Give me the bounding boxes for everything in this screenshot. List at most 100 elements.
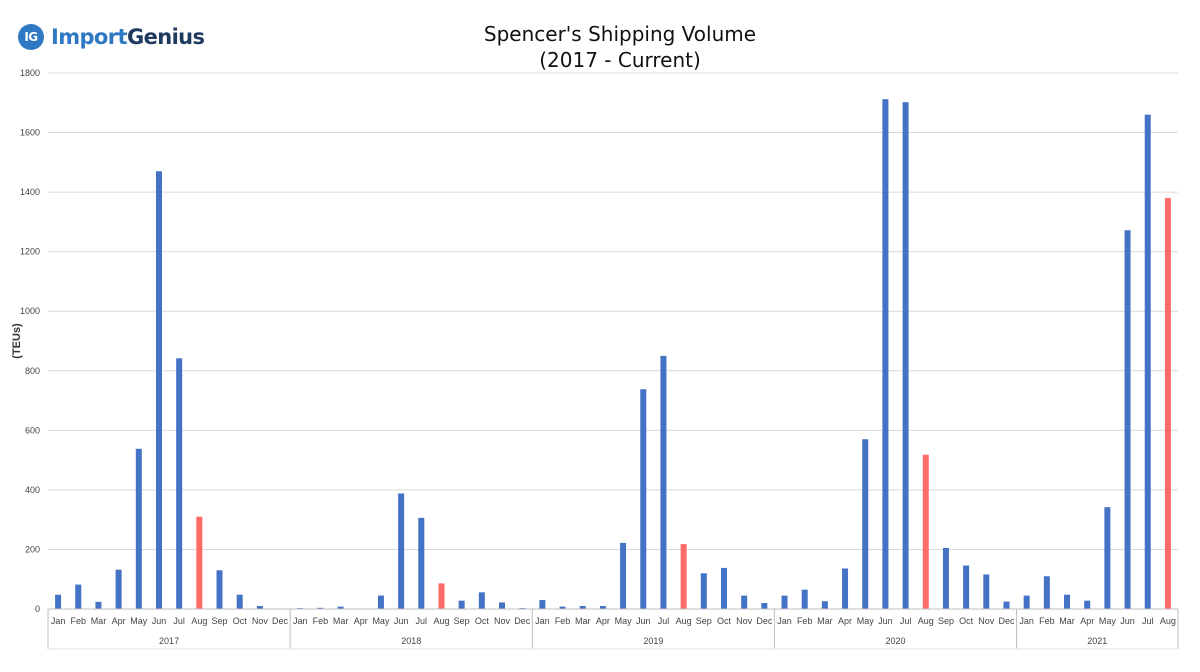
bar-2017-jun	[155, 171, 162, 609]
bar-2019-feb	[559, 606, 566, 609]
x-group-label-year: 2018	[401, 636, 421, 646]
logo-badge-icon: IG	[18, 24, 44, 50]
x-tick-label-month: Apr	[354, 616, 368, 626]
bar-2019-apr	[599, 606, 606, 609]
x-tick-label-month: Aug	[191, 616, 207, 626]
bar-2021-mar	[1064, 594, 1071, 609]
x-tick-label-month: Nov	[978, 616, 995, 626]
y-tick-label: 1400	[20, 187, 40, 197]
x-tick-label-month: Dec	[756, 616, 773, 626]
logo-word-import: Import	[51, 25, 128, 49]
x-tick-label-month: Jan	[51, 616, 66, 626]
y-tick-label: 600	[25, 425, 40, 435]
bar-2018-jul	[418, 517, 425, 609]
x-tick-label-month: May	[857, 616, 875, 626]
x-tick-label-month: Jul	[658, 616, 670, 626]
bar-2017-may	[135, 448, 142, 609]
x-tick-label-month: Jun	[878, 616, 893, 626]
bar-2017-mar	[95, 601, 102, 609]
x-tick-label-month: Jul	[416, 616, 428, 626]
y-tick-label: 400	[25, 485, 40, 495]
bar-2019-dec	[761, 603, 768, 609]
chart-subtitle: (2017 - Current)	[539, 48, 701, 72]
x-tick-label-month: Nov	[736, 616, 753, 626]
y-tick-label: 0	[35, 604, 40, 614]
x-tick-label-month: May	[1099, 616, 1117, 626]
bar-2020-feb	[801, 589, 808, 609]
bar-2020-sep	[942, 547, 949, 609]
bar-2018-sep	[458, 600, 465, 609]
bar-2020-jan	[781, 595, 788, 609]
x-tick-label-month: Feb	[71, 616, 87, 626]
x-tick-label-month: Aug	[433, 616, 449, 626]
bar-2019-oct	[720, 567, 727, 609]
bar-2021-jan	[1023, 595, 1030, 609]
bar-2017-nov	[256, 606, 263, 609]
x-tick-label-month: Jan	[1019, 616, 1034, 626]
bar-2018-jun	[398, 493, 405, 609]
bar-2018-mar	[337, 606, 344, 609]
bar-2021-jun	[1124, 230, 1131, 609]
bar-2017-aug	[196, 516, 203, 609]
bar-2019-jun	[640, 389, 647, 609]
bar-2019-aug	[680, 544, 687, 609]
y-tick-label: 1800	[20, 68, 40, 78]
x-tick-label-month: Sep	[212, 616, 228, 626]
bar-2017-sep	[216, 570, 223, 609]
x-tick-label-month: Jul	[173, 616, 185, 626]
bar-2021-apr	[1084, 600, 1091, 609]
bar-2018-may	[377, 595, 384, 609]
bar-2020-may	[862, 439, 869, 609]
bar-2020-jul	[902, 102, 909, 609]
bar-2018-nov	[499, 602, 506, 609]
x-tick-label-month: Jun	[152, 616, 167, 626]
bar-2017-oct	[236, 594, 243, 609]
x-tick-label-month: Jun	[1120, 616, 1135, 626]
x-tick-label-month: Apr	[596, 616, 610, 626]
bar-2018-oct	[478, 592, 485, 609]
bar-2019-nov	[741, 595, 748, 609]
bar-2021-jul	[1144, 114, 1151, 609]
x-tick-label-month: Dec	[514, 616, 531, 626]
y-tick-label: 1000	[20, 306, 40, 316]
x-tick-label-month: Mar	[575, 616, 591, 626]
x-tick-label-month: Oct	[959, 616, 974, 626]
x-tick-label-month: Dec	[998, 616, 1015, 626]
x-tick-label-month: Jul	[900, 616, 912, 626]
bar-2019-may	[620, 542, 627, 609]
x-group-label-year: 2020	[885, 636, 905, 646]
x-tick-label-month: May	[372, 616, 390, 626]
y-tick-label: 1200	[20, 247, 40, 257]
x-tick-label-month: Mar	[333, 616, 349, 626]
y-axis-label: (TEUs)	[11, 323, 23, 359]
bar-2021-aug	[1164, 198, 1171, 610]
x-tick-label-month: Feb	[1039, 616, 1055, 626]
bar-2020-oct	[963, 565, 970, 609]
x-tick-label-month: Apr	[838, 616, 852, 626]
x-tick-label-month: Mar	[91, 616, 107, 626]
x-tick-label-month: Oct	[233, 616, 248, 626]
x-tick-label-month: May	[130, 616, 148, 626]
bar-2017-apr	[115, 569, 122, 609]
bar-2020-aug	[922, 454, 929, 609]
bar-2020-apr	[842, 568, 849, 609]
bar-2019-jul	[660, 355, 667, 609]
x-tick-label-month: Sep	[454, 616, 470, 626]
bar-2017-jul	[176, 358, 183, 609]
x-tick-label-month: Nov	[494, 616, 511, 626]
x-tick-label-month: Jun	[394, 616, 409, 626]
bar-2020-mar	[821, 601, 828, 609]
y-tick-label: 200	[25, 544, 40, 554]
x-group-label-year: 2017	[159, 636, 179, 646]
x-tick-label-month: Aug	[1160, 616, 1176, 626]
x-tick-label-month: Nov	[252, 616, 269, 626]
x-tick-label-month: Apr	[1080, 616, 1094, 626]
x-tick-label-month: Mar	[817, 616, 833, 626]
importgenius-logo: IG ImportGenius	[18, 24, 205, 50]
bar-2021-feb	[1043, 576, 1050, 609]
x-tick-label-month: Aug	[676, 616, 692, 626]
x-tick-label-month: Feb	[797, 616, 813, 626]
x-tick-label-month: Jan	[293, 616, 308, 626]
